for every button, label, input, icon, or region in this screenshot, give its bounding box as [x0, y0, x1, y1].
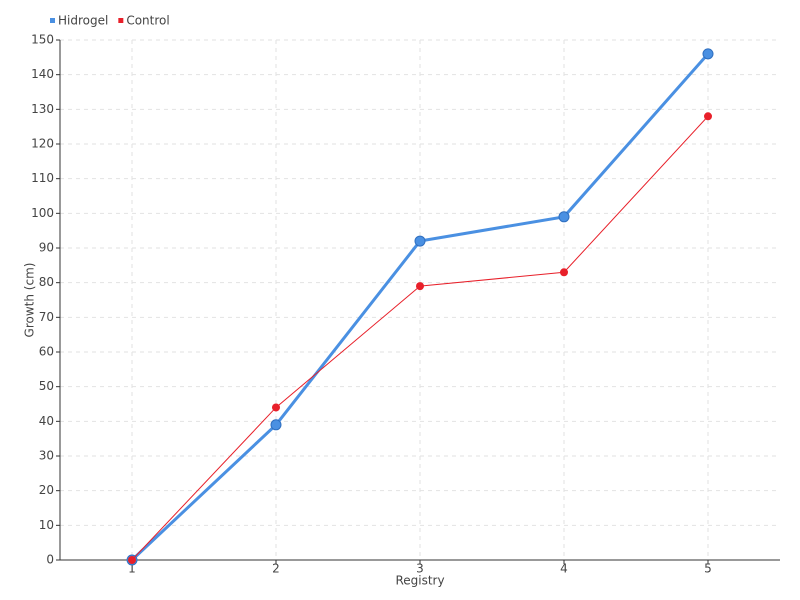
- y-tick-label: 140: [31, 67, 54, 81]
- y-tick-label: 120: [31, 137, 54, 151]
- point: [558, 211, 570, 223]
- x-tick-label: 5: [704, 562, 712, 576]
- y-tick-label: 80: [39, 275, 54, 289]
- x-axis-label: Registry: [395, 574, 444, 588]
- y-tick-label: 90: [39, 241, 54, 255]
- legend-swatch: [50, 18, 55, 23]
- y-tick-label: 150: [31, 33, 54, 47]
- y-tick-label: 70: [39, 310, 54, 324]
- x-tick-label: 3: [416, 562, 424, 576]
- y-tick-label: 20: [39, 483, 54, 497]
- y-tick-label: 10: [39, 518, 54, 532]
- point: [128, 556, 136, 564]
- point: [414, 235, 426, 247]
- legend-label: Control: [126, 14, 169, 28]
- point: [704, 112, 712, 121]
- point: [702, 48, 714, 60]
- legend-label: Hidrogel: [58, 14, 108, 28]
- y-axis-label: Growth (cm): [23, 263, 37, 338]
- x-tick-label: 1: [128, 562, 136, 576]
- y-tick-label: 60: [39, 345, 54, 359]
- point: [416, 282, 424, 291]
- y-tick-label: 40: [39, 414, 54, 428]
- point: [272, 403, 280, 412]
- point: [270, 419, 282, 431]
- y-tick-label: 130: [31, 102, 54, 116]
- y-tick-label: 30: [39, 449, 54, 463]
- y-tick-label: 100: [31, 206, 54, 220]
- x-tick-label: 4: [560, 562, 568, 576]
- y-tick-label: 0: [46, 553, 54, 567]
- point: [560, 268, 568, 277]
- legend-swatch: [118, 18, 124, 23]
- y-tick-label: 50: [39, 379, 54, 393]
- y-tick-label: 110: [31, 171, 54, 185]
- x-tick-label: 2: [272, 562, 280, 576]
